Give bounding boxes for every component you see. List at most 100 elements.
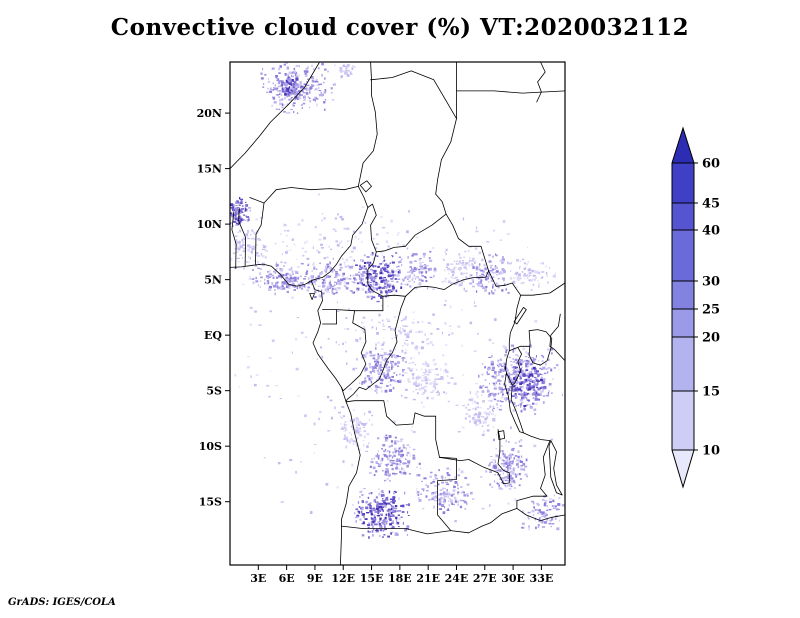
cloud-speck — [447, 280, 451, 284]
cloud-speck — [432, 358, 436, 361]
cloud-speck — [497, 467, 500, 470]
cloud-speck — [294, 89, 297, 92]
cloud-speck — [452, 272, 456, 274]
cloud-speck — [433, 384, 436, 388]
cloud-speck — [359, 268, 362, 271]
cloud-speck — [501, 259, 505, 263]
cloud-speck — [285, 272, 289, 276]
cloud-speck — [420, 401, 423, 404]
cloud-speck — [454, 476, 457, 479]
cloud-speck — [534, 413, 537, 415]
cloud-speck — [487, 464, 491, 467]
cloud-speck — [382, 272, 384, 275]
cloud-speck — [541, 354, 544, 357]
cloud-speck — [473, 414, 476, 417]
cloud-speck — [517, 455, 520, 459]
cloud-speck — [518, 457, 521, 461]
cloud-speck — [420, 271, 423, 274]
cloud-speck — [469, 246, 472, 248]
cloud-speck — [371, 423, 374, 426]
cloud-speck — [529, 386, 533, 389]
cloud-speck — [344, 436, 346, 439]
cloud-speck — [407, 378, 410, 381]
cloud-speck — [316, 89, 318, 91]
cloud-speck — [374, 365, 376, 368]
cloud-speck — [271, 339, 275, 343]
cloud-speck — [396, 355, 399, 358]
cloud-speck — [430, 382, 433, 384]
cloud-speck — [358, 432, 360, 434]
cloud-speck — [526, 360, 530, 364]
cloud-speck — [257, 255, 261, 257]
cloud-speck — [476, 423, 480, 426]
cloud-speck — [431, 344, 434, 346]
cloud-speck — [376, 283, 380, 285]
cloud-speck — [373, 516, 376, 519]
cloud-speck — [491, 290, 493, 293]
cloud-speck — [323, 101, 326, 104]
cloud-speck — [519, 377, 522, 379]
cloud-speck — [381, 319, 384, 322]
cloud-speck — [364, 261, 367, 264]
cloud-speck — [478, 251, 482, 255]
cloud-speck — [504, 282, 507, 284]
cloud-speck — [496, 400, 500, 402]
cloud-speck — [427, 338, 429, 340]
cloud-speck — [365, 270, 369, 273]
cloud-speck — [496, 482, 499, 485]
cloud-speck — [481, 363, 484, 365]
cloud-speck — [327, 430, 330, 432]
cloud-speck — [423, 264, 426, 267]
cloud-speck — [365, 285, 368, 287]
cloud-speck — [508, 461, 512, 464]
cloud-speck — [376, 386, 380, 388]
cloud-speck — [383, 267, 385, 271]
cloud-speck — [299, 81, 302, 84]
cloud-speck — [372, 520, 375, 524]
cloud-speck — [368, 287, 370, 290]
cloud-speck — [358, 420, 360, 424]
cloud-speck — [381, 500, 383, 502]
cloud-speck — [526, 475, 528, 478]
cloud-speck — [443, 304, 447, 307]
cloud-speck — [249, 306, 253, 309]
cloud-speck — [494, 265, 497, 267]
cloud-speck — [524, 371, 526, 374]
y-axis-tick-label: 10N — [197, 218, 222, 231]
cloud-speck — [288, 86, 291, 89]
cloud-speck — [390, 278, 394, 280]
cloud-speck — [383, 279, 386, 283]
cloud-speck — [355, 508, 359, 511]
cloud-speck — [388, 490, 391, 494]
cloud-speck — [422, 490, 425, 492]
cloud-speck — [376, 332, 379, 335]
cloud-speck — [377, 378, 379, 380]
cloud-speck — [389, 514, 391, 516]
cloud-speck — [525, 369, 529, 371]
cloud-speck — [320, 289, 323, 292]
cloud-speck — [376, 369, 380, 372]
cloud-speck — [508, 457, 511, 460]
cloud-speck — [345, 258, 349, 262]
cloud-speck — [365, 277, 367, 280]
cloud-speck — [430, 492, 434, 496]
cloud-speck — [394, 362, 397, 366]
cloud-speck — [288, 71, 292, 75]
cloud-speck — [358, 431, 361, 433]
cloud-speck — [419, 283, 422, 286]
cloud-speck — [445, 481, 448, 484]
cloud-speck — [237, 203, 240, 205]
cloud-speck — [391, 505, 395, 508]
cloud-speck — [423, 376, 425, 379]
x-axis-tick-label: 6E — [279, 572, 295, 585]
border-polyline — [345, 295, 406, 403]
cloud-speck — [288, 78, 292, 81]
cloud-speck — [532, 389, 536, 391]
cloud-speck — [397, 458, 401, 461]
cloud-speck — [286, 103, 288, 106]
cloud-speck — [289, 459, 293, 462]
cloud-speck — [362, 354, 366, 357]
cloud-speck — [473, 262, 476, 264]
cloud-speck — [264, 74, 267, 76]
cloud-speck — [535, 502, 540, 505]
